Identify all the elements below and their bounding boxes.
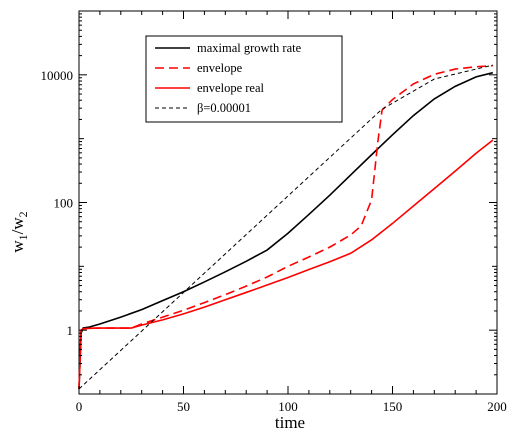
legend: maximal growth rate envelope envelope real… [145,35,343,123]
series-line-4 [78,64,493,390]
x-tick-label: 200 [487,399,507,414]
x-axis-ticks: 0 50 100 150 200 [76,11,507,414]
plot-area: 0 50 100 150 200 1 100 10000 [41,10,507,414]
legend-label-2: envelope [197,61,243,75]
legend-label-3: envelope real [197,81,265,95]
y-axis-label: w1/w2 [8,211,30,252]
x-tick-label: 50 [177,399,190,414]
y-tick-label: 100 [54,196,74,211]
y-tick-label: 1 [67,323,74,338]
legend-label-4: β=0.00001 [197,101,251,115]
x-tick-label: 100 [278,399,298,414]
y-tick-label: 10000 [41,68,74,83]
x-tick-label: 0 [76,399,83,414]
y-axis-ticks: 1 100 10000 [41,13,497,395]
series-line-1 [78,71,494,389]
series-line-3 [78,139,494,389]
x-tick-label: 150 [383,399,403,414]
x-axis-label: time [275,413,305,432]
svg-text:w1/w2: w1/w2 [8,211,30,252]
legend-label-1: maximal growth rate [197,41,302,55]
series-lines [78,64,494,390]
